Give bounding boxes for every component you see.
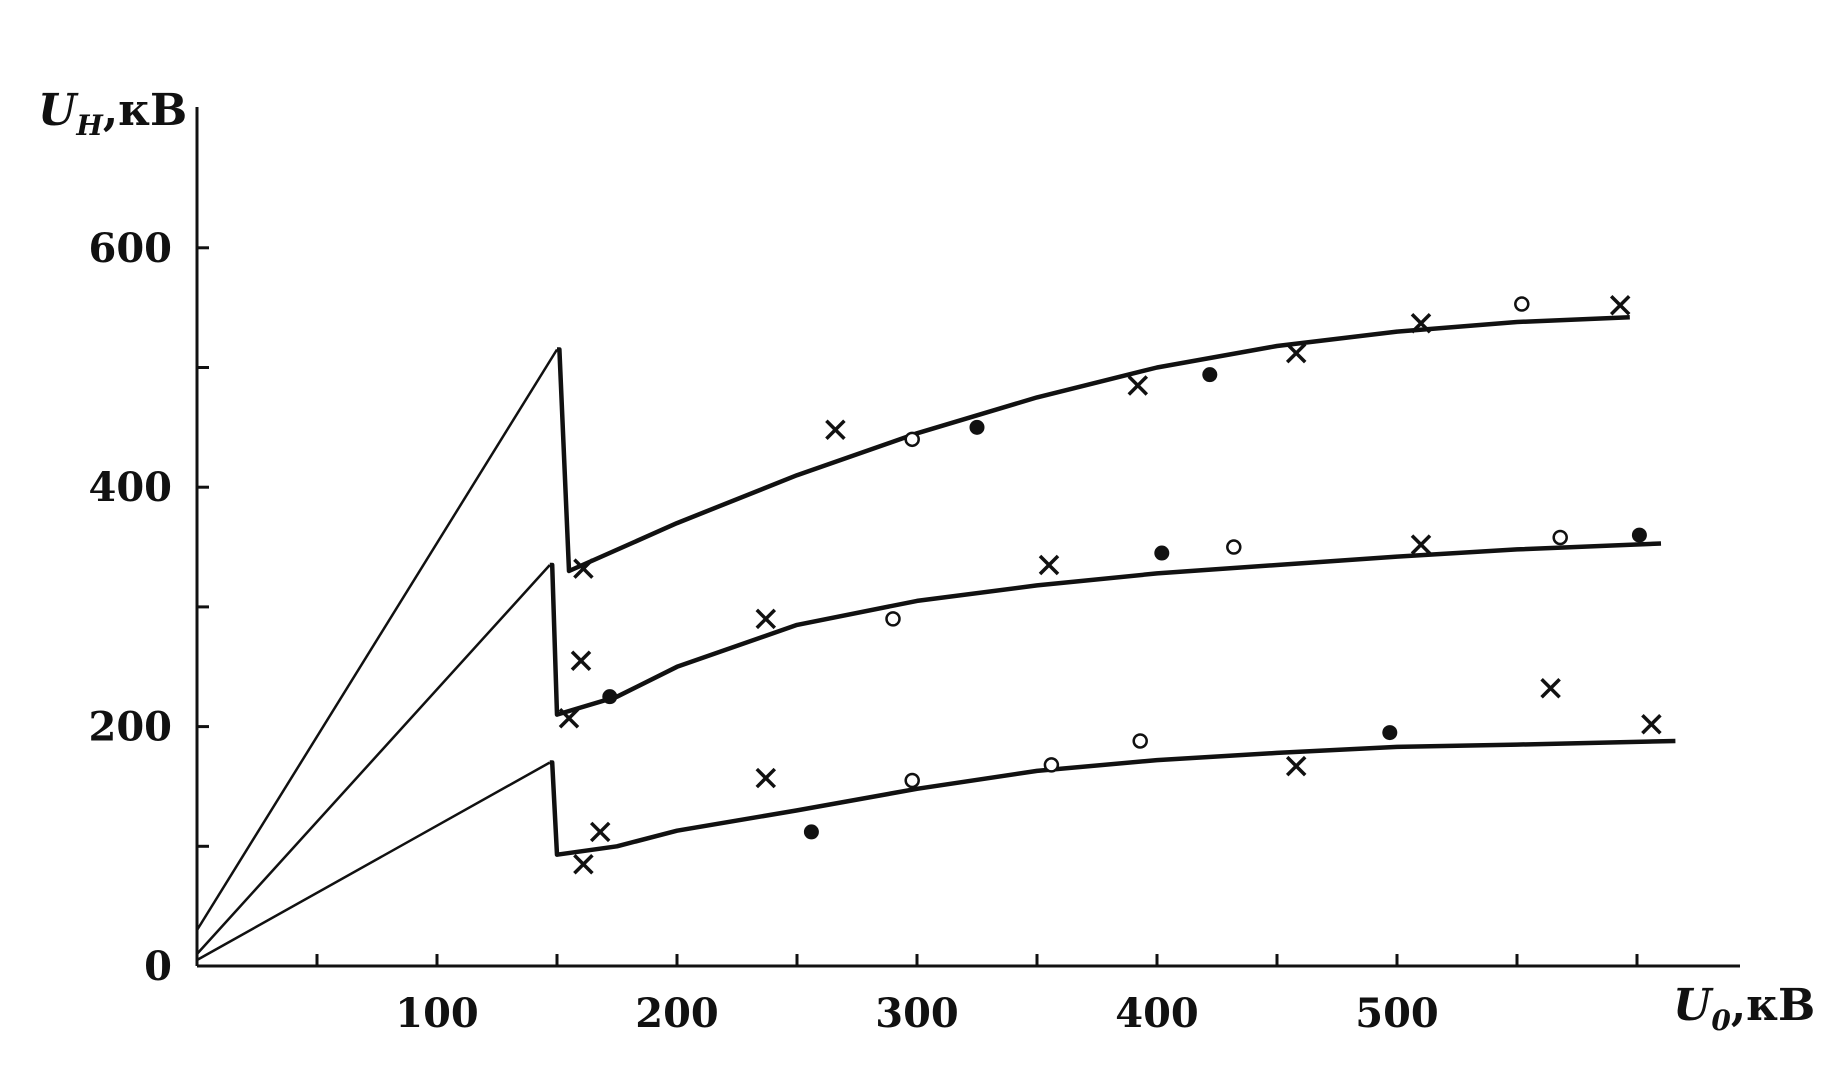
- y-tick-label-0: 0: [144, 943, 172, 990]
- x-tick-label-100: 100: [395, 990, 479, 1037]
- cross-marker: [1285, 755, 1307, 777]
- cross-marker: [573, 854, 594, 875]
- filled-circle-marker: [969, 419, 985, 435]
- open-circle-marker: [904, 772, 920, 789]
- markers: [558, 295, 1662, 875]
- y-tick-label-400: 400: [89, 464, 173, 511]
- filled-circle-marker: [1631, 527, 1647, 543]
- cross-marker-stroke: [1641, 713, 1662, 735]
- cross-marker: [570, 650, 592, 672]
- cross-marker-stroke: [1038, 554, 1060, 576]
- open-circle-marker: [885, 611, 901, 627]
- cross-marker: [1641, 713, 1662, 735]
- cross-marker: [1410, 534, 1432, 555]
- cross-marker: [573, 558, 594, 579]
- filled-circle-marker: [1382, 725, 1398, 741]
- series-1-line: [557, 314, 1630, 574]
- x-axis-label: U0,кВ: [1673, 980, 1815, 1037]
- open-circle-marker: [1514, 296, 1530, 312]
- open-circle-marker: [1226, 539, 1242, 555]
- open-circle-marker: [1132, 733, 1148, 749]
- cross-marker-stroke: [1285, 342, 1307, 364]
- y-tick-label-600: 600: [89, 225, 173, 272]
- y-tick-label-200: 200: [89, 704, 173, 751]
- cross-marker-stroke: [1127, 375, 1149, 396]
- ticks: [197, 246, 1639, 966]
- cross-marker-stroke: [589, 821, 611, 843]
- filled-circle-marker: [1202, 367, 1218, 383]
- cross-marker: [1609, 295, 1631, 316]
- cross-marker: [755, 608, 777, 630]
- filled-circle-marker: [803, 824, 819, 840]
- cross-marker-stroke: [570, 650, 592, 672]
- x-tick-label-500: 500: [1355, 990, 1439, 1037]
- x-tick-label-200: 200: [635, 990, 719, 1037]
- cross-marker-stroke: [1410, 534, 1432, 555]
- filled-circle-marker: [602, 689, 618, 705]
- series-1-rise: [195, 348, 559, 931]
- cross-marker: [825, 419, 846, 440]
- cross-marker-stroke: [1285, 755, 1307, 777]
- x-tick-label-400: 400: [1115, 990, 1199, 1037]
- y-axis-label: UН,кВ: [38, 85, 187, 142]
- cross-marker: [558, 707, 580, 729]
- cross-marker-stroke: [755, 767, 777, 789]
- x-tick-label-300: 300: [875, 990, 959, 1037]
- filled-circle-marker: [1154, 545, 1170, 561]
- cross-marker: [755, 767, 777, 789]
- cross-marker-stroke: [1540, 678, 1561, 699]
- cross-marker-stroke: [558, 707, 580, 729]
- series-2-line: [549, 541, 1662, 717]
- cross-marker-stroke: [1410, 312, 1432, 334]
- cross-marker-stroke: [1609, 295, 1631, 316]
- cross-marker: [589, 821, 611, 843]
- cross-marker: [1410, 312, 1432, 334]
- cross-marker-stroke: [573, 558, 594, 579]
- series-2-rise: [196, 564, 551, 955]
- cross-marker: [1540, 678, 1561, 699]
- cross-marker: [1038, 554, 1060, 576]
- cross-marker-stroke: [755, 608, 777, 630]
- cross-marker-stroke: [825, 419, 846, 440]
- series-lines: [195, 314, 1676, 962]
- labels: 100 200 300 400 500 0 200 400 600 UН,кВ U0,кВ: [38, 85, 1815, 1037]
- cross-marker: [1285, 342, 1307, 364]
- axes: [195, 107, 1740, 968]
- open-circle-marker: [1043, 757, 1060, 773]
- open-circle-marker: [904, 431, 920, 448]
- open-circle-marker: [1552, 529, 1568, 546]
- cross-marker: [1127, 375, 1149, 396]
- cross-marker-stroke: [573, 854, 594, 875]
- series-3-rise: [196, 761, 551, 962]
- series-3-line: [549, 738, 1676, 857]
